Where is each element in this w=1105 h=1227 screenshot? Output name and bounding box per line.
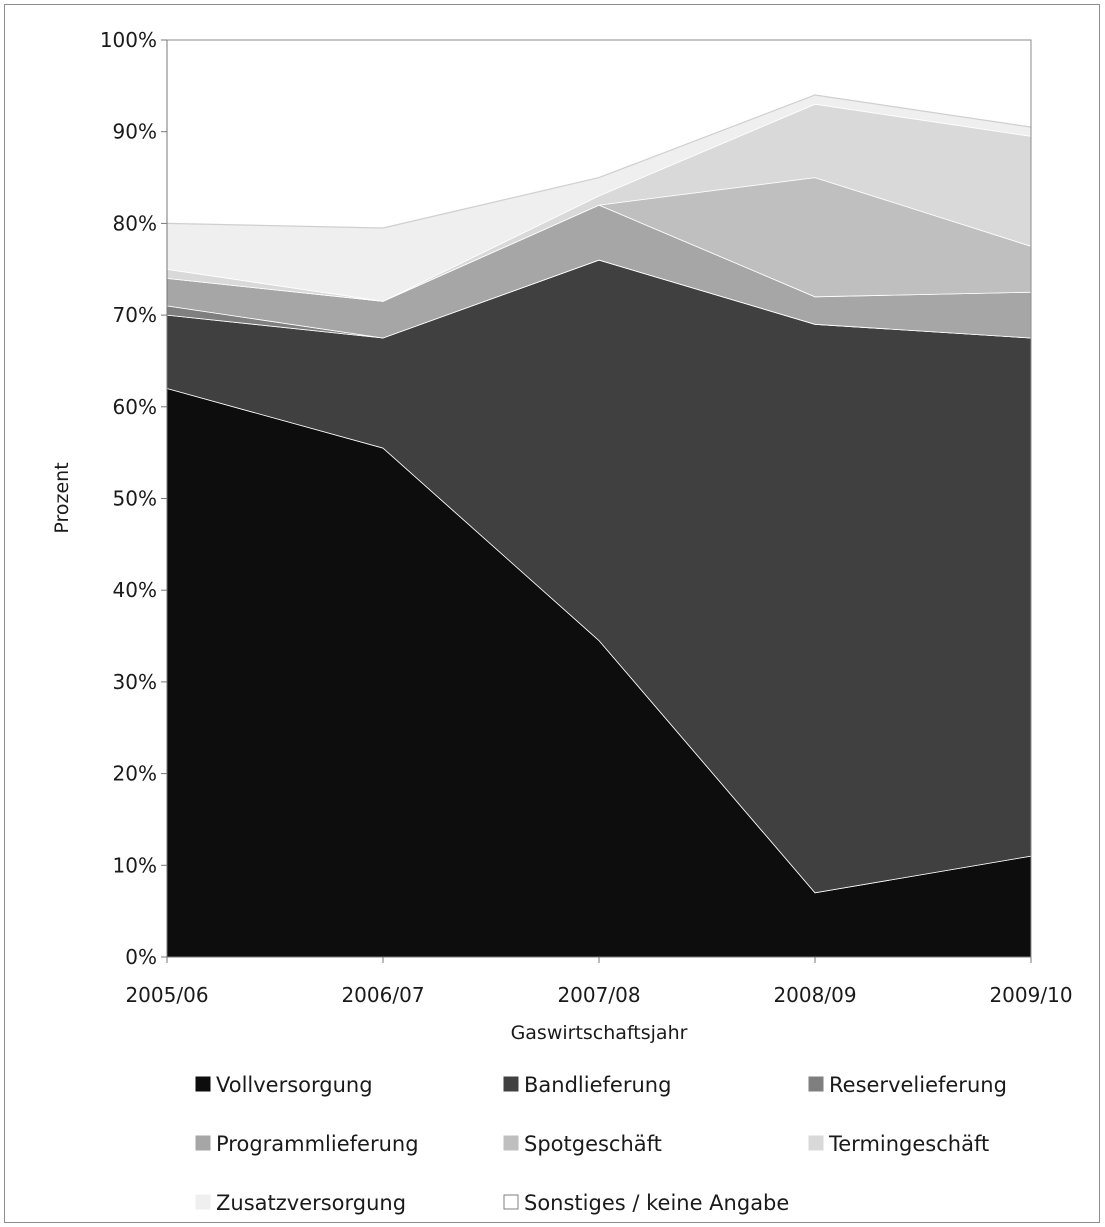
- legend-swatch: [503, 1135, 519, 1151]
- legend-label: Programmlieferung: [216, 1132, 419, 1156]
- legend-item: Termingeschäft: [808, 1132, 989, 1156]
- legend-item: Spotgeschäft: [503, 1132, 662, 1156]
- y-tick-label: 0%: [125, 945, 157, 969]
- legend-item: Reservelieferung: [808, 1073, 1007, 1097]
- x-tick-label: 2008/09: [773, 983, 856, 1007]
- legend-swatch: [808, 1076, 824, 1092]
- y-tick-label: 70%: [113, 303, 157, 327]
- legend-label: Reservelieferung: [829, 1073, 1007, 1097]
- y-tick-label: 60%: [113, 395, 157, 419]
- y-tick-label: 90%: [113, 120, 157, 144]
- legend-swatch: [808, 1135, 824, 1151]
- x-axis-ticks: 2005/06 2006/07 2007/08 2008/09 2009/10: [125, 957, 1073, 1007]
- legend-label: Vollversorgung: [216, 1073, 373, 1097]
- x-tick-label: 2009/10: [989, 983, 1072, 1007]
- y-axis-title: Prozent: [51, 462, 73, 533]
- legend-swatch: [195, 1194, 211, 1210]
- y-tick-label: 50%: [113, 487, 157, 511]
- legend-label: Zusatzversorgung: [216, 1191, 406, 1215]
- legend-swatch: [503, 1194, 519, 1210]
- legend-swatch: [195, 1076, 211, 1092]
- legend-label: Termingeschäft: [828, 1132, 989, 1156]
- legend-swatch: [195, 1135, 211, 1151]
- legend-item: Programmlieferung: [195, 1132, 419, 1156]
- legend-item: Bandlieferung: [503, 1073, 671, 1097]
- legend-label: Spotgeschäft: [524, 1132, 662, 1156]
- y-tick-label: 40%: [113, 578, 157, 602]
- legend-swatch: [503, 1076, 519, 1092]
- legend-item: Vollversorgung: [195, 1073, 373, 1097]
- x-tick-label: 2006/07: [341, 983, 424, 1007]
- legend-label: Sonstiges / keine Angabe: [524, 1191, 789, 1215]
- x-tick-label: 2005/06: [125, 983, 208, 1007]
- y-tick-label: 20%: [113, 762, 157, 786]
- legend-label: Bandlieferung: [524, 1073, 671, 1097]
- y-tick-label: 30%: [113, 670, 157, 694]
- y-tick-label: 100%: [100, 28, 157, 52]
- y-axis-ticks: 0% 10% 20% 30% 40% 50% 60% 70% 80% 90% 100%: [100, 28, 167, 969]
- legend: Vollversorgung Bandlieferung Reserveliefer…: [195, 1073, 1007, 1215]
- x-axis-title: Gaswirtschaftsjahr: [511, 1022, 688, 1044]
- legend-item: Sonstiges / keine Angabe: [503, 1191, 789, 1215]
- x-tick-label: 2007/08: [557, 983, 640, 1007]
- legend-item: Zusatzversorgung: [195, 1191, 406, 1215]
- area-series-7-outline: [166, 94, 1032, 229]
- y-tick-label: 80%: [113, 211, 157, 235]
- area-layers: [166, 39, 1032, 958]
- y-tick-label: 10%: [113, 853, 157, 877]
